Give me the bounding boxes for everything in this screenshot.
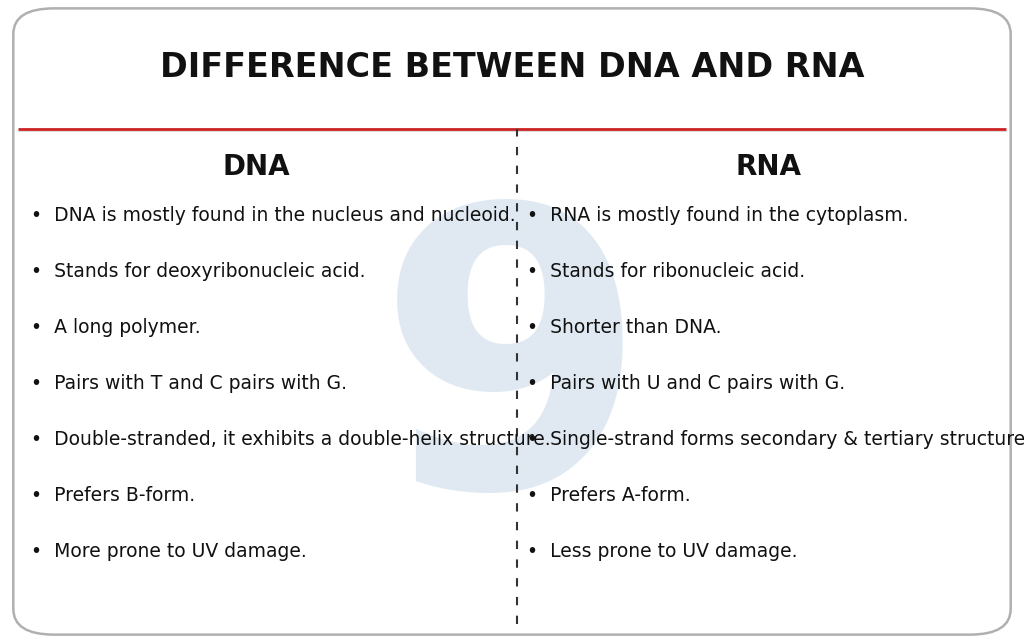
Text: •  Pairs with U and C pairs with G.: • Pairs with U and C pairs with G. [527,374,846,393]
Text: RNA: RNA [735,153,801,181]
Text: •  Stands for deoxyribonucleic acid.: • Stands for deoxyribonucleic acid. [31,262,366,281]
Text: •  Double-stranded, it exhibits a double-helix structure.: • Double-stranded, it exhibits a double-… [31,430,550,449]
FancyBboxPatch shape [13,8,1011,635]
Text: •  Less prone to UV damage.: • Less prone to UV damage. [527,541,798,561]
Text: •  Pairs with T and C pairs with G.: • Pairs with T and C pairs with G. [31,374,347,393]
Text: •  Prefers A-form.: • Prefers A-form. [527,485,691,505]
Text: •  RNA is mostly found in the cytoplasm.: • RNA is mostly found in the cytoplasm. [527,206,909,225]
Text: •  Stands for ribonucleic acid.: • Stands for ribonucleic acid. [527,262,806,281]
Text: •  Prefers B-form.: • Prefers B-form. [31,485,195,505]
Text: •  Shorter than DNA.: • Shorter than DNA. [527,318,722,337]
Text: •  A long polymer.: • A long polymer. [31,318,201,337]
Text: 9: 9 [377,191,647,568]
Text: •  More prone to UV damage.: • More prone to UV damage. [31,541,306,561]
Text: DIFFERENCE BETWEEN DNA AND RNA: DIFFERENCE BETWEEN DNA AND RNA [160,51,864,84]
Text: •  Single-strand forms secondary & tertiary structures.: • Single-strand forms secondary & tertia… [527,430,1024,449]
Text: DNA: DNA [222,153,290,181]
Text: •  DNA is mostly found in the nucleus and nucleoid.: • DNA is mostly found in the nucleus and… [31,206,515,225]
